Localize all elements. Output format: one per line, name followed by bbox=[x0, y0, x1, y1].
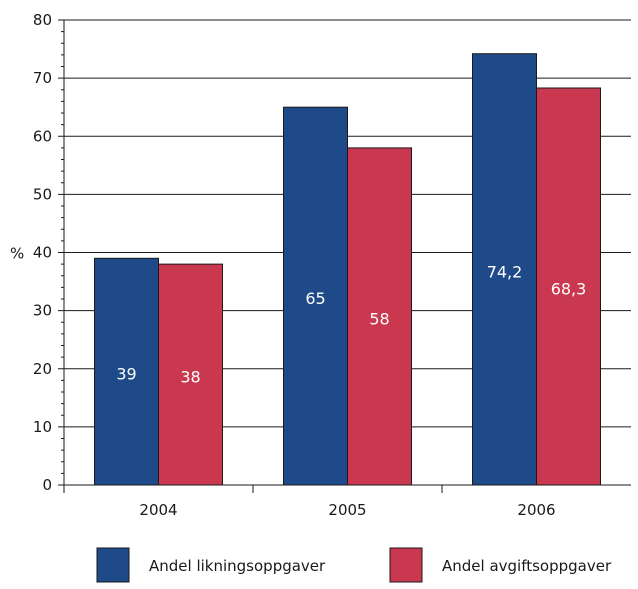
bar bbox=[283, 106, 348, 486]
axes bbox=[58, 19, 631, 493]
legend-label: Andel avgiftsoppgaver bbox=[442, 557, 612, 575]
legend-swatch bbox=[389, 547, 423, 583]
y-tick-label: 60 bbox=[33, 127, 52, 145]
y-tick-label: 0 bbox=[42, 476, 52, 494]
data-label: 39 bbox=[116, 365, 136, 384]
data-label: 65 bbox=[305, 289, 325, 308]
data-label: 68,3 bbox=[551, 280, 587, 299]
y-axis-label: % bbox=[10, 245, 24, 263]
data-label: 74,2 bbox=[487, 262, 523, 281]
bars bbox=[94, 53, 601, 486]
x-tick-label: 2006 bbox=[517, 501, 555, 519]
legend: Andel likningsoppgaver Andel avgiftsoppga… bbox=[96, 547, 612, 583]
legend-swatch bbox=[96, 547, 130, 583]
bar bbox=[536, 87, 601, 486]
y-tick-label: 40 bbox=[33, 244, 52, 262]
y-tick-label: 70 bbox=[33, 69, 52, 87]
y-tick-label: 30 bbox=[33, 302, 52, 320]
data-label: 58 bbox=[369, 309, 389, 328]
y-tick-label: 80 bbox=[33, 11, 52, 29]
bar bbox=[94, 257, 159, 486]
y-tick-label: 20 bbox=[33, 360, 52, 378]
data-label: 38 bbox=[180, 368, 200, 387]
x-tick-label: 2005 bbox=[328, 501, 366, 519]
legend-label: Andel likningsoppgaver bbox=[149, 557, 326, 575]
y-tick-label: 10 bbox=[33, 418, 52, 436]
bar bbox=[347, 147, 412, 486]
labels: 0 10 20 30 40 50 60 70 80% 39 38 2004 65 58 2005 74,2 68… bbox=[10, 11, 586, 519]
y-tick-label: 50 bbox=[33, 185, 52, 203]
bar bbox=[158, 263, 223, 486]
x-tick-label: 2004 bbox=[139, 501, 177, 519]
